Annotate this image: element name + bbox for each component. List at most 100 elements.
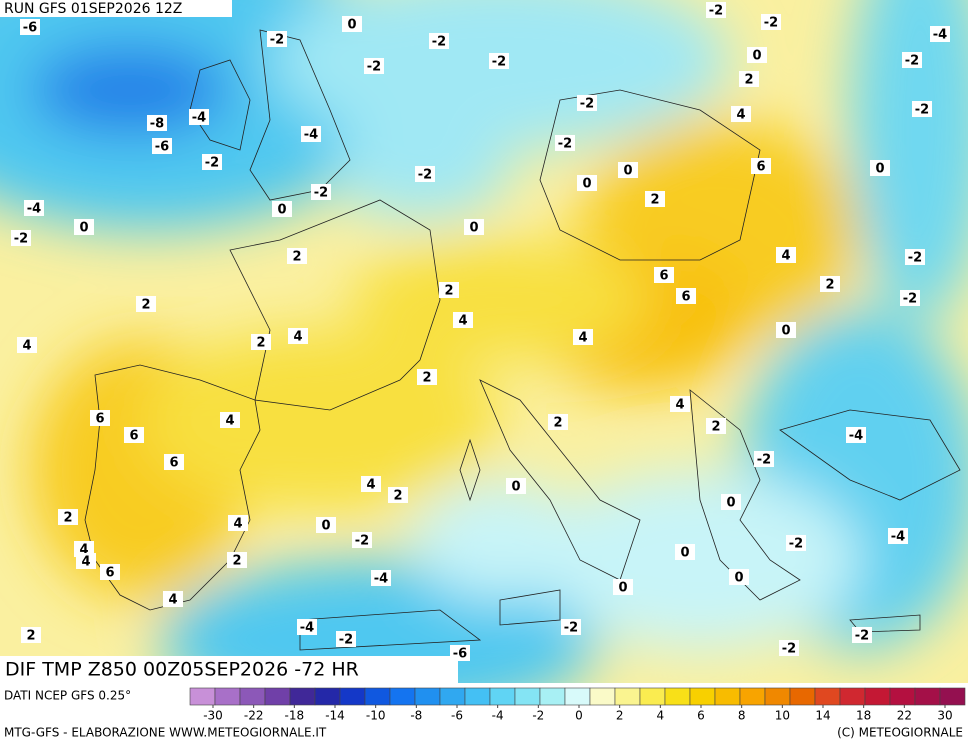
- colorbar-swatch: [864, 687, 891, 706]
- label-bg: [453, 312, 473, 328]
- label-bg: [76, 553, 96, 569]
- contour-label: 0: [79, 221, 88, 236]
- colorbar-tick-label: 18: [856, 709, 871, 723]
- label-bg: [361, 476, 381, 492]
- label-bg: [786, 535, 806, 551]
- label-bg: [136, 296, 156, 312]
- label-bg: [301, 126, 321, 142]
- label-bg: [267, 31, 287, 47]
- label-bg: [577, 175, 597, 191]
- contour-label: -2: [855, 629, 869, 644]
- contour-label: 2: [650, 193, 659, 208]
- contour-label: -2: [709, 4, 723, 19]
- colorbar-swatch: [939, 687, 966, 706]
- label-bg: [17, 337, 37, 353]
- label-bg: [870, 160, 890, 176]
- contour-label: 6: [95, 412, 104, 427]
- contour-label: 4: [366, 478, 375, 493]
- label-bg: [820, 276, 840, 292]
- label-bg: [739, 71, 759, 87]
- label-bg: [675, 544, 695, 560]
- colorbar-swatch: [339, 687, 366, 706]
- label-bg: [21, 627, 41, 643]
- contour-label: -2: [355, 534, 369, 549]
- label-bg: [747, 47, 767, 63]
- contour-label: 0: [277, 203, 286, 218]
- contour-label: -2: [908, 251, 922, 266]
- contour-label: -2: [564, 621, 578, 636]
- colorbar-swatch: [764, 687, 791, 706]
- label-bg: [761, 14, 781, 30]
- label-bg: [555, 135, 575, 151]
- contour-label: -8: [150, 117, 164, 132]
- contour-label: 4: [79, 543, 88, 558]
- contour-label: -4: [304, 128, 318, 143]
- contour-label: -2: [367, 60, 381, 75]
- label-bg: [754, 451, 774, 467]
- colorbar-swatch: [739, 687, 766, 706]
- contour-label: -6: [155, 140, 169, 155]
- contour-label: 0: [582, 177, 591, 192]
- colorbar-swatch: [364, 687, 391, 706]
- contour-label: 2: [292, 250, 301, 265]
- colorbar-tick-label: -6: [451, 709, 463, 723]
- colorbar-tick-label: -2: [532, 709, 544, 723]
- colorbar-tick-label: 10: [775, 709, 790, 723]
- label-bg: [779, 640, 799, 656]
- contour-label: -2: [782, 642, 796, 657]
- label-bg: [336, 631, 356, 647]
- contour-label: -4: [849, 429, 863, 444]
- colorbar-tick-label: -18: [285, 709, 305, 723]
- contour-label: -4: [933, 28, 947, 43]
- contour-label: 2: [711, 420, 720, 435]
- contour-label: -2: [789, 537, 803, 552]
- label-bg: [124, 427, 144, 443]
- label-bg: [24, 200, 44, 216]
- contour-label: 4: [781, 249, 790, 264]
- label-bg: [74, 219, 94, 235]
- contour-label: -2: [432, 35, 446, 50]
- colorbar-swatch: [564, 687, 591, 706]
- label-bg: [751, 158, 771, 174]
- contour-label: -4: [300, 621, 314, 636]
- run-label: RUN GFS 01SEP2026 12Z: [4, 1, 182, 17]
- colorbar-tick-label: 6: [697, 709, 705, 723]
- label-bg: [316, 517, 336, 533]
- contour-label: -2: [558, 137, 572, 152]
- contour-label: 0: [511, 480, 520, 495]
- contour-label: -2: [205, 156, 219, 171]
- label-bg: [573, 329, 593, 345]
- colorbar-swatch: [214, 687, 241, 706]
- contour-label: 0: [752, 49, 761, 64]
- colorbar-swatch: [489, 687, 516, 706]
- label-bg: [930, 26, 950, 42]
- contour-label: 6: [681, 290, 690, 305]
- label-bg: [227, 552, 247, 568]
- label-bg: [902, 52, 922, 68]
- contour-label: 6: [129, 429, 138, 444]
- colorbar-swatch: [439, 687, 466, 706]
- label-bg: [670, 396, 690, 412]
- source-label: DATI NCEP GFS 0.25°: [4, 689, 131, 703]
- contour-label: 0: [321, 519, 330, 534]
- colorbar-swatch: [714, 687, 741, 706]
- contour-label: 4: [22, 339, 31, 354]
- colorbar-tick-label: 0: [575, 709, 583, 723]
- label-bg: [415, 166, 435, 182]
- label-bg: [645, 191, 665, 207]
- label-bg: [706, 2, 726, 18]
- colorbar-swatch: [639, 687, 666, 706]
- contour-labels: -6 0 -2 -2 -2 -2 -2 -2 -4 0 -2 2 -2 -2 4 -4 -8 -6 -4 -2 -2 6 0…: [11, 2, 950, 662]
- colorbar-swatch: [464, 687, 491, 706]
- run-box: [0, 0, 232, 17]
- colorbar-swatch: [689, 687, 716, 706]
- contour-label: 6: [756, 160, 765, 175]
- contour-label: -4: [27, 202, 41, 217]
- contour-label: -2: [905, 54, 919, 69]
- label-bg: [721, 494, 741, 510]
- contour-label: 2: [825, 278, 834, 293]
- colorbar-tick-label: 30: [937, 709, 952, 723]
- label-bg: [371, 570, 391, 586]
- contour-label: 6: [169, 456, 178, 471]
- label-bg: [912, 101, 932, 117]
